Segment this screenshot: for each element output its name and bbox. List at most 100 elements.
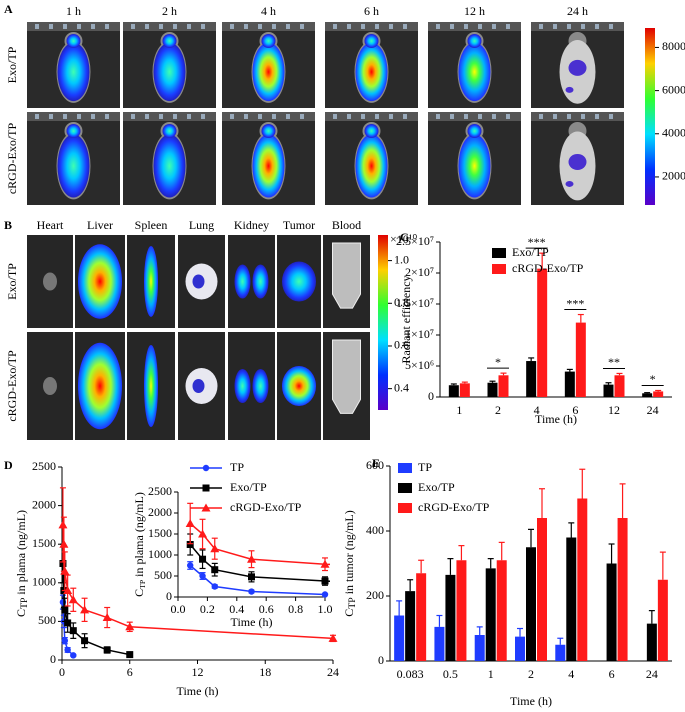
x-tick-label: 6: [572, 403, 578, 417]
panel-label: B: [4, 218, 12, 232]
bar: [614, 375, 625, 397]
y-tick-label: 2500: [148, 484, 172, 498]
strip-mark: [581, 24, 585, 29]
strip-mark: [553, 24, 557, 29]
organ-label: Tumor: [283, 218, 315, 232]
legend-label: Exo/TP: [230, 480, 267, 494]
strip-mark: [244, 24, 248, 29]
plot-area: [58, 487, 338, 659]
organ-label: Lung: [189, 218, 214, 232]
signal: [568, 153, 587, 170]
marker: [201, 503, 211, 512]
image-strip: [325, 112, 418, 121]
x-tick-label: 1: [488, 667, 494, 681]
bar: [394, 615, 405, 661]
strip-mark: [609, 24, 613, 29]
strip-mark: [145, 114, 149, 119]
strip-mark: [49, 114, 53, 119]
bar: [487, 382, 498, 397]
y-tick-label: 5×10⁶: [405, 358, 434, 372]
panel-label: C: [400, 230, 409, 244]
x-tick-label: 0: [59, 665, 65, 679]
strip-mark: [595, 24, 599, 29]
x-tick-label: 2: [528, 667, 534, 681]
panel-label: D: [4, 458, 13, 472]
legend-swatch: [492, 264, 506, 274]
colorbar-tick-label: 0.6: [394, 338, 409, 352]
legend-swatch: [398, 483, 412, 493]
signal-head: [261, 124, 276, 138]
signal: [458, 42, 491, 102]
x-tick-label: 12: [192, 665, 204, 679]
marker: [248, 588, 255, 595]
marker: [199, 555, 207, 563]
strip-mark: [492, 114, 496, 119]
strip-mark: [63, 24, 67, 29]
colorbar-tick-label: 0.4: [394, 380, 409, 394]
signal-head: [66, 124, 81, 138]
x-tick-label: 4: [534, 403, 540, 417]
label-part: TP: [347, 597, 358, 609]
x-tick-label: 24: [647, 403, 659, 417]
label-part: in plama (ng/mL): [132, 492, 146, 580]
y-tick-label: 500: [154, 568, 172, 582]
marker: [202, 464, 210, 472]
bar: [526, 361, 537, 397]
strip-mark: [347, 24, 351, 29]
x-tick-label: 12: [608, 403, 620, 417]
legend-swatch: [398, 463, 412, 473]
bar: [603, 384, 614, 397]
image-strip: [222, 112, 315, 121]
x-tick-label: 1: [456, 403, 462, 417]
bar: [653, 391, 664, 397]
marker: [198, 529, 208, 538]
marker: [58, 520, 68, 529]
marker: [59, 539, 69, 548]
y-tick-label: 2×10⁷: [405, 265, 434, 279]
bar: [575, 322, 586, 397]
kidney: [252, 369, 269, 403]
legend-label: cRGD-Exo/TP: [418, 500, 490, 514]
bar: [577, 498, 588, 661]
timepoint-label: 2 h: [162, 4, 177, 18]
strip-mark: [333, 24, 337, 29]
strip-mark: [77, 24, 81, 29]
label-part: TP: [138, 580, 147, 589]
image-strip: [123, 112, 216, 121]
strip-mark: [506, 114, 510, 119]
organ-label: Liver: [87, 218, 113, 232]
signal-head: [162, 124, 177, 138]
y-tick-label: 1×10⁷: [405, 327, 434, 341]
y-tick-label: 2000: [148, 505, 172, 519]
y-tick-label: 1000: [148, 547, 172, 561]
strip-mark: [105, 114, 109, 119]
y-tick-label: 400: [366, 523, 384, 537]
bar: [445, 574, 456, 661]
marker: [61, 606, 69, 614]
label-part: C: [14, 609, 28, 617]
colorbar-exponent: ×10¹⁰: [390, 232, 417, 246]
bar: [474, 635, 485, 661]
y-tick-label: 0: [50, 652, 56, 666]
bar: [566, 537, 577, 661]
bar: [485, 568, 496, 661]
marker: [63, 586, 73, 595]
y-tick-label: 2000: [32, 497, 56, 511]
legend-label: cRGD-Exo/TP: [230, 500, 302, 514]
strip-mark: [63, 114, 67, 119]
legend-label: cRGD-Exo/TP: [512, 261, 584, 275]
strip-mark: [361, 114, 365, 119]
strip-mark: [553, 114, 557, 119]
image-strip: [123, 22, 216, 31]
significance-label: *: [495, 355, 501, 369]
panel-label: E: [372, 456, 380, 470]
signal-head: [261, 34, 276, 48]
marker: [185, 519, 195, 527]
strip-mark: [272, 114, 276, 119]
strip-mark: [389, 114, 393, 119]
strip-mark: [173, 24, 177, 29]
bar: [564, 371, 575, 397]
signal: [565, 86, 574, 93]
timepoint-label: 4 h: [261, 4, 276, 18]
strip-mark: [436, 114, 440, 119]
